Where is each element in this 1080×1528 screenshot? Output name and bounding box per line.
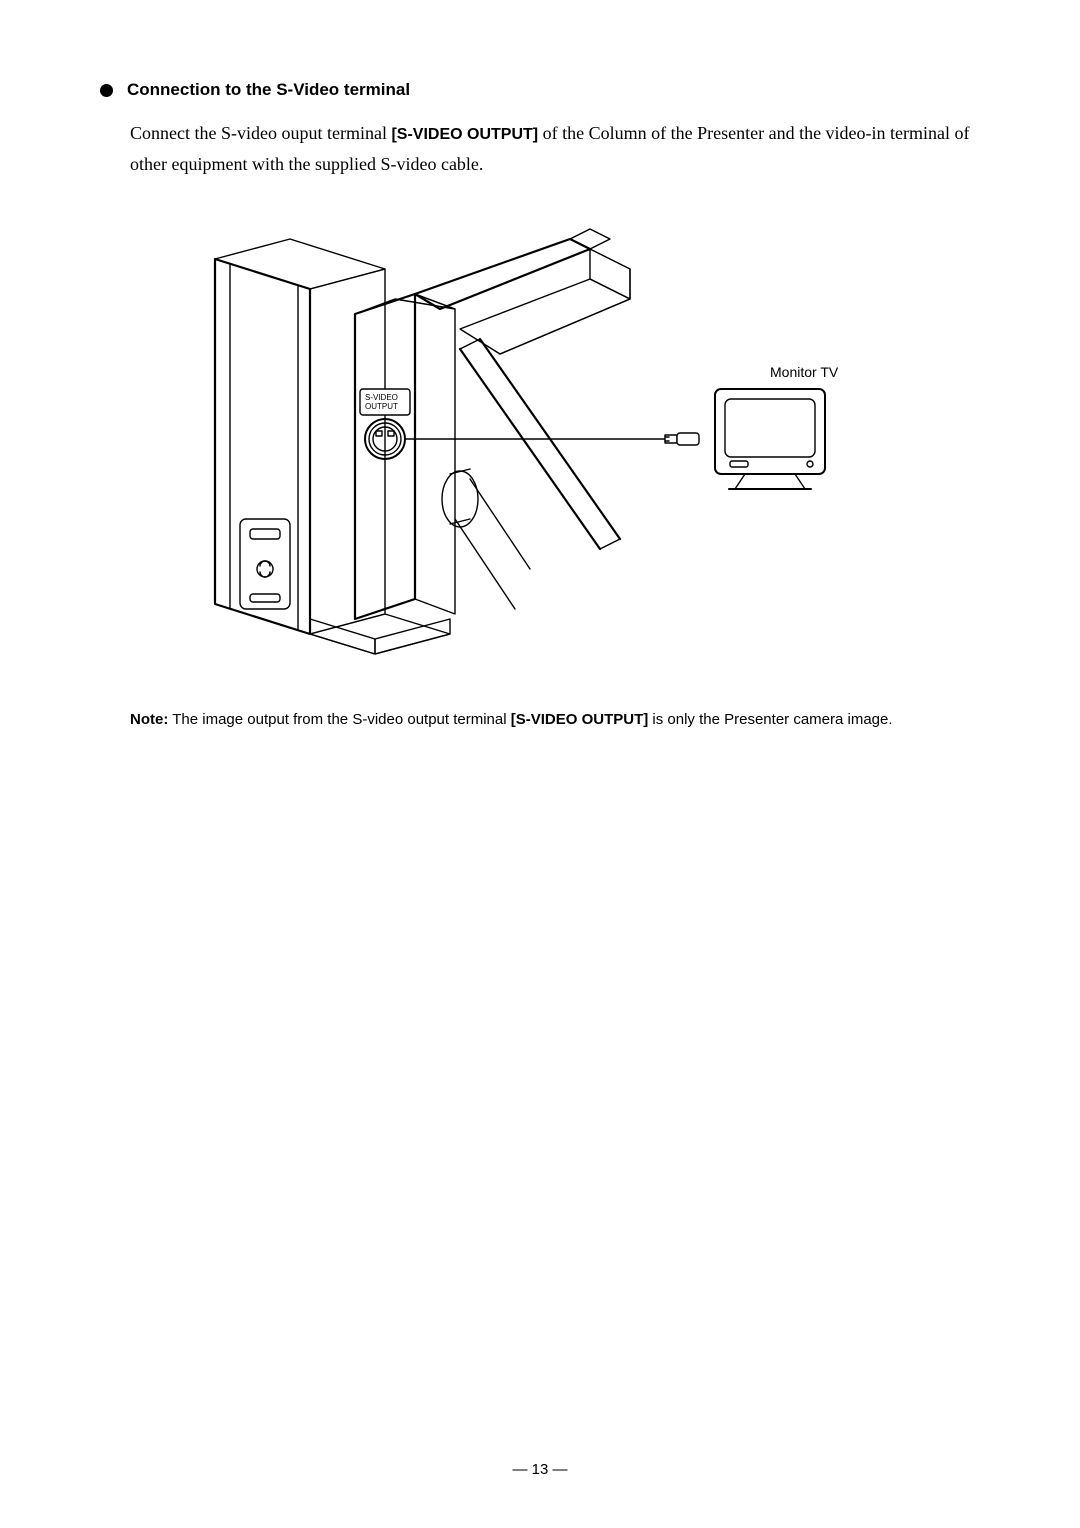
page-number-value: 13 [532, 1461, 549, 1478]
document-page: Connection to the S-Video terminal Conne… [0, 0, 1080, 1528]
diagram-svg: Monitor TV S-VIDEO OUTPUT [160, 219, 880, 659]
body-pre: Connect the S-video ouput terminal [130, 123, 391, 143]
page-number: — 13 — [0, 1461, 1080, 1478]
heading-text: Connection to the S-Video terminal [127, 80, 410, 100]
connection-diagram: Monitor TV S-VIDEO OUTPUT [160, 219, 880, 659]
body-paragraph: Connect the S-video ouput terminal [S-VI… [130, 118, 1010, 179]
port-label-1: S-VIDEO [365, 393, 398, 402]
note-post: is only the Presenter camera image. [648, 711, 892, 728]
note-bold: [S-VIDEO OUTPUT] [511, 711, 649, 728]
bullet-icon [100, 84, 113, 97]
note-label: Note: [130, 711, 168, 728]
monitor-label: Monitor TV [770, 364, 839, 380]
note-pre: The image output from the S-video output… [168, 711, 510, 728]
port-label-2: OUTPUT [365, 402, 398, 411]
note-paragraph: Note: The image output from the S-video … [130, 709, 1010, 732]
section-heading: Connection to the S-Video terminal [100, 80, 1020, 100]
body-bold: [S-VIDEO OUTPUT] [391, 126, 538, 143]
